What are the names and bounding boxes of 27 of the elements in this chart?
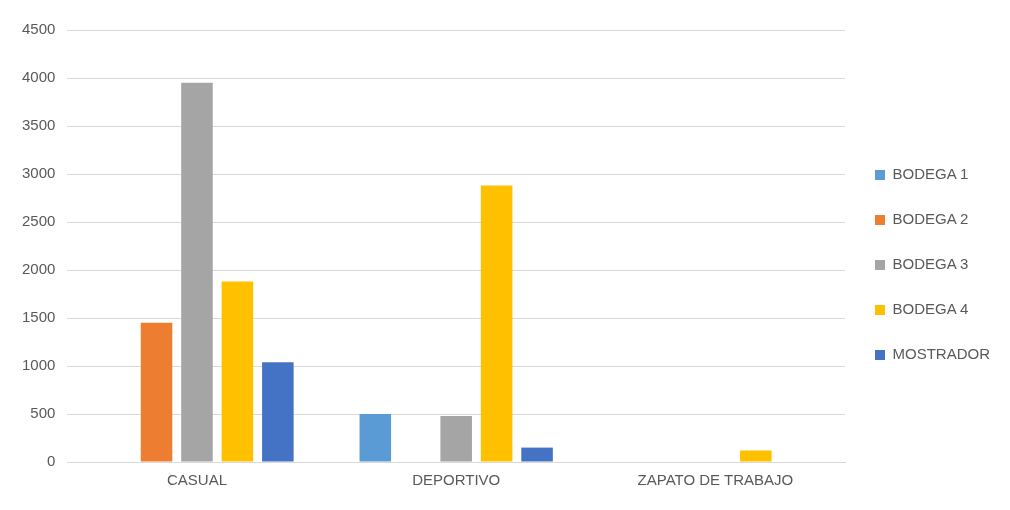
y-tick-label: 1000 [21, 356, 56, 374]
y-tick-label: 3500 [21, 116, 56, 134]
bar [740, 450, 772, 462]
x-tick-label: DEPORTIVO [412, 471, 501, 489]
bar [262, 362, 294, 462]
bar [140, 322, 173, 462]
bar [181, 82, 213, 462]
x-tick-label: ZAPATO DE TRABAJO [637, 471, 794, 489]
y-tick-label: 3000 [21, 164, 56, 182]
y-tick-label: 2500 [21, 212, 56, 230]
bar [359, 414, 392, 462]
legend-label: MOSTRADOR [892, 345, 991, 363]
bar [221, 281, 254, 462]
x-tick-label: CASUAL [166, 471, 227, 489]
y-tick-label: 4000 [21, 68, 56, 86]
y-tick-label: 2000 [21, 260, 56, 278]
y-tick-label: 4500 [21, 20, 56, 38]
y-tick-label: 500 [30, 404, 56, 422]
legend-label: BODEGA 2 [892, 210, 969, 228]
bar [521, 447, 553, 462]
y-tick-label: 0 [47, 452, 56, 470]
legend-label: BODEGA 4 [892, 300, 969, 318]
bar [440, 415, 472, 462]
legend-label: BODEGA 1 [892, 165, 969, 183]
y-tick-label: 1500 [21, 308, 56, 326]
legend-label: BODEGA 3 [892, 255, 969, 273]
bar [480, 185, 513, 462]
